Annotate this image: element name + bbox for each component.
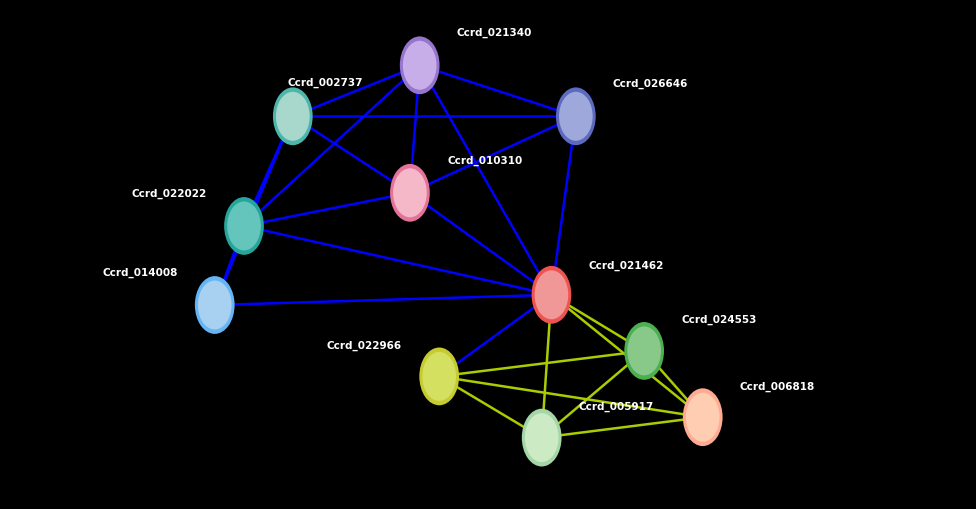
Ellipse shape [195,276,234,334]
Text: Ccrd_005917: Ccrd_005917 [579,401,654,411]
Ellipse shape [273,88,312,146]
Ellipse shape [525,413,558,462]
Text: Ccrd_010310: Ccrd_010310 [447,155,522,165]
Ellipse shape [559,93,592,142]
Ellipse shape [198,281,231,330]
Text: Ccrd_006818: Ccrd_006818 [740,381,815,391]
Text: Ccrd_024553: Ccrd_024553 [681,315,756,325]
Ellipse shape [227,202,261,251]
Ellipse shape [420,348,459,406]
Ellipse shape [683,388,722,446]
Ellipse shape [276,93,309,142]
Ellipse shape [686,393,719,442]
Text: Ccrd_002737: Ccrd_002737 [288,77,363,88]
Text: Ccrd_022022: Ccrd_022022 [132,188,207,199]
Ellipse shape [403,42,436,91]
Ellipse shape [628,327,661,376]
Text: Ccrd_021340: Ccrd_021340 [457,28,532,38]
Ellipse shape [423,352,456,401]
Ellipse shape [400,37,439,95]
Ellipse shape [390,164,429,222]
Text: Ccrd_014008: Ccrd_014008 [102,267,178,277]
Ellipse shape [535,271,568,320]
Ellipse shape [532,266,571,324]
Ellipse shape [556,88,595,146]
Ellipse shape [224,197,264,256]
Text: Ccrd_021462: Ccrd_021462 [589,261,664,271]
Ellipse shape [393,169,427,218]
Text: Ccrd_022966: Ccrd_022966 [327,340,402,350]
Ellipse shape [522,409,561,467]
Ellipse shape [625,322,664,380]
Text: Ccrd_026646: Ccrd_026646 [613,79,688,89]
